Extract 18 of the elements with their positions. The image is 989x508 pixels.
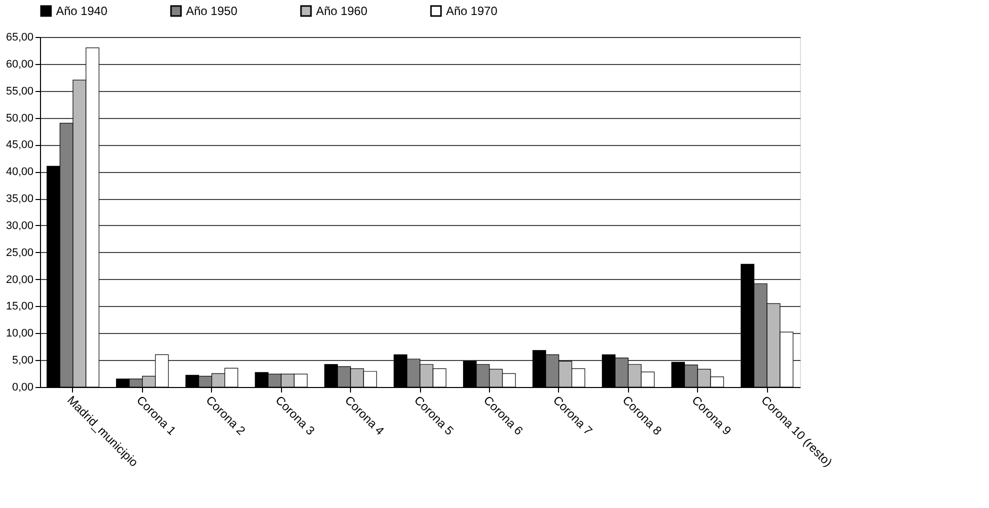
y-tick-label: 45,00 — [6, 139, 34, 152]
y-tick-label: 40,00 — [6, 166, 34, 178]
y-tick-label: 15,00 — [6, 300, 34, 313]
y-tick-label: 0,00 — [12, 382, 34, 394]
y-tick-label: 60,00 — [6, 58, 34, 70]
y-tick-label: 5,00 — [12, 354, 34, 367]
y-tick-label: 10,00 — [6, 328, 34, 340]
legend-label: Año 1950 — [186, 4, 238, 18]
legend-label: Año 1960 — [316, 4, 368, 18]
legend-label: Año 1940 — [56, 4, 108, 18]
y-tick-label: 35,00 — [6, 193, 34, 206]
y-tick-label: 30,00 — [6, 220, 34, 232]
y-tick-label: 25,00 — [6, 246, 34, 259]
y-tick-label: 50,00 — [6, 112, 34, 124]
y-tick-label: 20,00 — [6, 274, 34, 286]
y-tick-label: 65,00 — [6, 32, 34, 44]
legend-label: Año 1970 — [446, 4, 498, 18]
y-tick-label: 55,00 — [6, 85, 34, 98]
